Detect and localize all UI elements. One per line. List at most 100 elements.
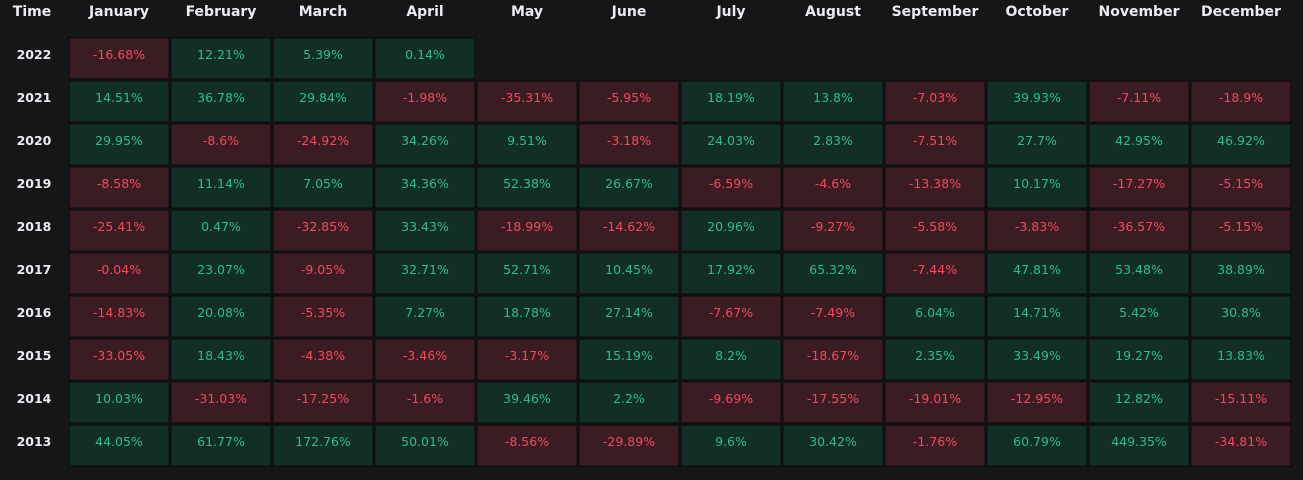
heatmap-cell: [374, 123, 476, 166]
heatmap-cell: [374, 338, 476, 381]
month-header-february: February: [186, 4, 257, 20]
heatmap-cell: [68, 80, 170, 123]
heatmap-cell: [1190, 424, 1292, 467]
heatmap-cell: [680, 166, 782, 209]
cell-value: 15.19%: [605, 348, 653, 363]
cell-value: 9.6%: [715, 434, 747, 449]
heatmap-cell: [782, 252, 884, 295]
cell-value: 32.71%: [401, 262, 449, 277]
heatmap-cell: [578, 123, 680, 166]
cell-value: 23.07%: [197, 262, 245, 277]
cell-value: 2.83%: [813, 133, 853, 148]
heatmap-cell: [170, 209, 272, 252]
cell-value: 12.21%: [197, 47, 245, 62]
cell-value: -17.55%: [807, 391, 859, 406]
month-header-january: January: [88, 4, 149, 20]
cell-value: 2.2%: [613, 391, 645, 406]
heatmap-cell: [68, 381, 170, 424]
cell-value: -12.95%: [1011, 391, 1063, 406]
year-label: 2014: [17, 391, 52, 406]
cell-value: -7.44%: [913, 262, 957, 277]
cell-value: -17.25%: [297, 391, 349, 406]
heatmap-cell: [170, 37, 272, 80]
heatmap-cell: [680, 252, 782, 295]
heatmap-cell: [170, 123, 272, 166]
heatmap-cell: [578, 166, 680, 209]
cell-value: -18.67%: [807, 348, 859, 363]
year-row-2019: 2019 -8.58% 11.14% 7.05% 34.36% 52.38% 26.67% -…: [17, 166, 1292, 209]
cell-value: 14.71%: [1013, 305, 1061, 320]
heatmap-cell: [272, 424, 374, 467]
heatmap-cell: [578, 424, 680, 467]
month-header-july: July: [715, 4, 745, 20]
heatmap-cell: [884, 209, 986, 252]
cell-value: 10.17%: [1013, 176, 1061, 191]
heatmap-cell: [374, 80, 476, 123]
cell-value: 449.35%: [1111, 434, 1167, 449]
cell-value: -34.81%: [1215, 434, 1267, 449]
heatmap-cell: [1088, 252, 1190, 295]
heatmap-cell: [1088, 80, 1190, 123]
cell-value: -33.05%: [93, 348, 145, 363]
cell-value: 9.51%: [507, 133, 547, 148]
cell-value: -7.49%: [811, 305, 855, 320]
year-label: 2020: [17, 133, 52, 148]
cell-value: -17.27%: [1113, 176, 1165, 191]
cell-value: -18.9%: [1219, 90, 1263, 105]
year-row-2017: 2017 -0.04% 23.07% -9.05% 32.71% 52.71% 10.45%…: [17, 252, 1292, 295]
cell-value: -4.38%: [301, 348, 345, 363]
heatmap-cell: [782, 123, 884, 166]
cell-value: 52.71%: [503, 262, 551, 277]
cell-value: 2.35%: [915, 348, 955, 363]
cell-value: -18.99%: [501, 219, 553, 234]
cell-value: -5.15%: [1219, 219, 1263, 234]
cell-value: -29.89%: [603, 434, 655, 449]
cell-value: 20.96%: [707, 219, 755, 234]
cell-value: 65.32%: [809, 262, 857, 277]
cell-value: -25.41%: [93, 219, 145, 234]
heatmap-cell: [68, 295, 170, 338]
month-header-march: March: [299, 4, 348, 20]
heatmap-cell: [1190, 295, 1292, 338]
heatmap-cell: [1190, 252, 1292, 295]
heatmap-cell: [884, 424, 986, 467]
heatmap-cell: [272, 338, 374, 381]
cell-value: 60.79%: [1013, 434, 1061, 449]
cell-value: 33.49%: [1013, 348, 1061, 363]
heatmap-cell: [1088, 166, 1190, 209]
heatmap-cell: [884, 295, 986, 338]
cell-value: -5.58%: [913, 219, 957, 234]
cell-value: 47.81%: [1013, 262, 1061, 277]
year-label: 2017: [17, 262, 52, 277]
heatmap-cell: [374, 166, 476, 209]
cell-value: -15.11%: [1215, 391, 1267, 406]
heatmap-cell: [884, 123, 986, 166]
heatmap-cell: [476, 338, 578, 381]
cell-value: 18.43%: [197, 348, 245, 363]
cell-value: 5.39%: [303, 47, 343, 62]
month-header-november: November: [1099, 4, 1180, 20]
cell-value: -5.35%: [301, 305, 345, 320]
heatmap-cell: [374, 424, 476, 467]
cell-value: -0.04%: [97, 262, 141, 277]
heatmap-cell: [476, 80, 578, 123]
cell-value: 18.78%: [503, 305, 551, 320]
heatmap-cell: [476, 424, 578, 467]
heatmap-cell: [578, 209, 680, 252]
heatmap-cell: [374, 295, 476, 338]
cell-value: 39.46%: [503, 391, 551, 406]
heatmap-cell: [476, 295, 578, 338]
cell-value: 24.03%: [707, 133, 755, 148]
heatmap-cell: [986, 338, 1088, 381]
year-label: 2015: [17, 348, 52, 363]
year-row-2021: 2021 14.51% 36.78% 29.84% -1.98% -35.31% -5.95…: [17, 80, 1292, 123]
heatmap-cell: [782, 80, 884, 123]
cell-value: 18.19%: [707, 90, 755, 105]
cell-value: -36.57%: [1113, 219, 1165, 234]
year-label: 2021: [17, 90, 52, 105]
cell-value: -4.6%: [815, 176, 851, 191]
cell-value: 11.14%: [197, 176, 245, 191]
month-header-december: December: [1201, 4, 1281, 20]
cell-value: 10.03%: [95, 391, 143, 406]
cell-value: 30.8%: [1221, 305, 1261, 320]
